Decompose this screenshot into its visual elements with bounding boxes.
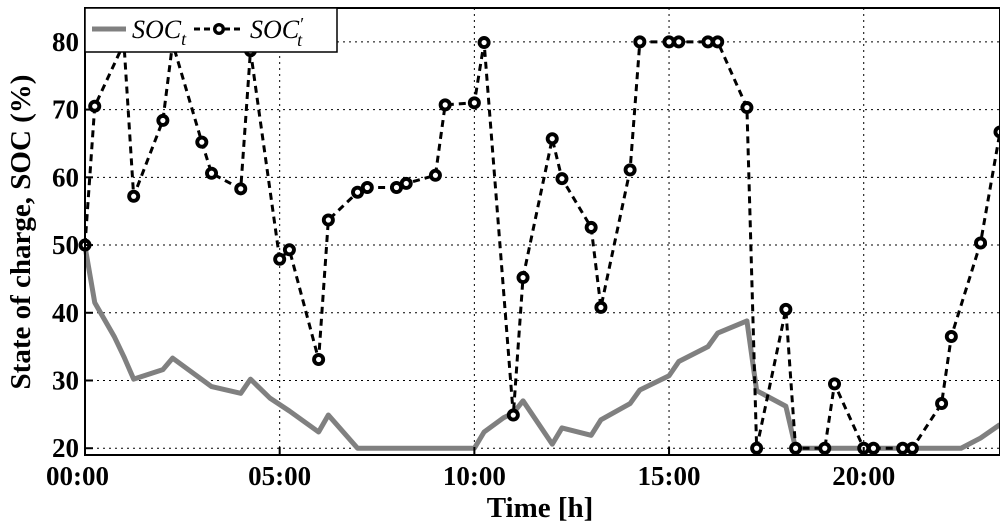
y-tick-label: 60 [52, 162, 79, 192]
y-tick-label: 70 [52, 95, 79, 125]
data-point-center [432, 172, 439, 178]
data-point-center [831, 381, 838, 387]
data-point-center [160, 117, 166, 124]
series-line [82, 245, 1000, 451]
legend-label: SOCt [132, 15, 187, 49]
data-point-center [131, 193, 137, 199]
data-point-center [676, 39, 682, 45]
data-point-center [325, 217, 331, 223]
legend-label-prime: ′ [299, 14, 304, 34]
data-point-center [783, 306, 789, 312]
x-tick-label: 10:00 [443, 461, 506, 491]
data-point-center [666, 39, 672, 45]
tick-layer: 20 30 40 50 60 70 80 00:00 05:00 10:00 15:00 20:00 [46, 27, 895, 491]
data-point-center [909, 445, 915, 451]
x-tick-label: 05:00 [248, 461, 311, 491]
data-point-center [637, 39, 643, 45]
data-point-center [559, 176, 565, 182]
data-point-center [977, 240, 984, 246]
data-point-center [316, 356, 322, 363]
data-point-center [938, 400, 945, 407]
x-tick-label: 00:00 [46, 461, 109, 491]
legend: SOCt SOC′ t [84, 7, 338, 53]
y-axis-label: State of charge, SOC (%) [5, 75, 37, 390]
data-point-center [715, 39, 721, 45]
y-tick-label: 80 [52, 27, 79, 57]
data-point-center [199, 139, 205, 145]
data-point-center [754, 445, 760, 451]
y-tick-label: 40 [52, 298, 79, 328]
x-tick-label: 20:00 [832, 461, 895, 491]
y-tick-label: 30 [52, 366, 79, 396]
data-point-center [481, 39, 487, 46]
legend-box [84, 7, 338, 53]
legend-label-base: SOC [250, 15, 300, 44]
plot-frame [84, 7, 1000, 456]
y-tick-label: 50 [52, 230, 79, 260]
data-point [993, 125, 1000, 139]
data-point-center [520, 274, 526, 281]
data-point-center [822, 445, 828, 451]
data-point-center [705, 39, 711, 45]
legend-entry-1: SOC′ t [194, 14, 304, 50]
data-point-center [598, 304, 604, 310]
data-point-center [393, 184, 400, 191]
legend-label-sub: t [297, 30, 303, 50]
data-point-center [403, 180, 409, 187]
data-point-center [238, 186, 244, 192]
legend-label-base: SOC [132, 15, 182, 44]
data-point-center [286, 247, 293, 253]
data-point-center [277, 256, 283, 262]
legend-entry-0: SOCt [92, 15, 187, 49]
data-point-center [948, 333, 954, 340]
data-point-center [870, 445, 877, 451]
series-0 [82, 245, 1000, 451]
data-point-center [208, 170, 215, 176]
series-1 [78, 35, 1000, 455]
data-point-center [627, 167, 633, 173]
data-point-center [442, 102, 448, 108]
x-tick-label: 15:00 [638, 461, 701, 491]
series-layer [78, 35, 1000, 455]
data-point-center [92, 103, 98, 109]
data-point-center [549, 136, 555, 142]
legend-marker-center [216, 26, 222, 32]
legend-label-sub: t [181, 29, 187, 49]
data-point-center [471, 100, 477, 106]
data-point-center [792, 445, 799, 451]
legend-label: SOC′ t [250, 14, 304, 50]
data-point-center [588, 224, 594, 231]
data-point-center [364, 184, 370, 191]
x-axis-label: Time [h] [487, 492, 594, 524]
data-point-center [354, 189, 361, 195]
data-point-center [900, 445, 906, 451]
data-point-center [510, 412, 516, 418]
data-point-center [744, 104, 750, 111]
y-tick-label: 20 [52, 433, 79, 463]
